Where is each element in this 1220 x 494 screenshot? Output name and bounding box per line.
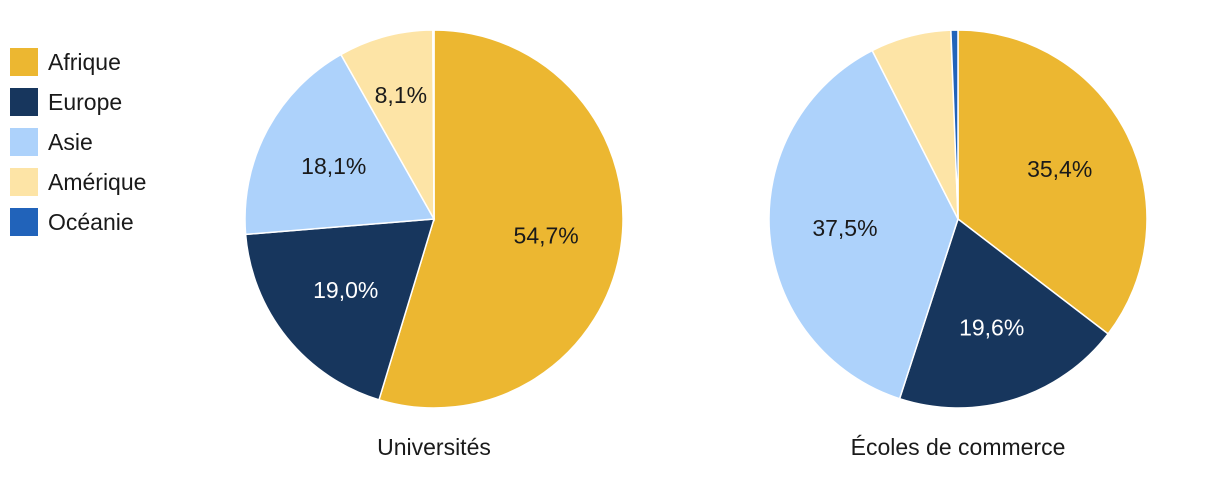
pie-0-slice-oceanie <box>432 29 435 220</box>
pie-1-label-europe: 19,6% <box>959 314 1024 340</box>
pie-0-slice-asie <box>244 53 436 236</box>
pie-0-label-asie: 18,1% <box>301 153 366 179</box>
legend-swatch-europe <box>10 88 38 116</box>
legend-label-europe: Europe <box>48 88 123 115</box>
legend-swatch-afrique <box>10 48 38 76</box>
pie-0-label-afrique: 54,7% <box>514 223 579 249</box>
pie-ecoles-de-commerce-title: Écoles de commerce <box>851 434 1066 460</box>
legend-swatch-asie <box>10 128 38 156</box>
legend-label-oceanie: Océanie <box>48 208 134 235</box>
legend-label-amerique: Amérique <box>48 168 147 195</box>
pie-1-slice-oceanie <box>950 29 959 220</box>
legend-item-oceanie: Océanie <box>10 202 146 242</box>
pie-0-slice-afrique <box>378 29 624 409</box>
legend-label-asie: Asie <box>48 128 93 155</box>
legend-label-afrique: Afrique <box>48 48 121 75</box>
legend: Afrique Europe Asie Amérique Océanie <box>10 42 146 242</box>
pie-0-label-europe: 19,0% <box>313 277 378 303</box>
pie-1-label-asie: 37,5% <box>812 215 877 241</box>
legend-item-asie: Asie <box>10 122 146 162</box>
pie-1-slice-asie <box>768 49 959 400</box>
pie-universites-title: Universités <box>377 434 491 460</box>
pie-1-slice-afrique <box>957 29 1148 335</box>
pie-universites: 54,7% 19,0% 18,1% 8,1% <box>244 29 624 409</box>
legend-item-afrique: Afrique <box>10 42 146 82</box>
pie-ecoles-de-commerce: 35,4% 19,6% 37,5% <box>768 29 1148 409</box>
legend-swatch-oceanie <box>10 208 38 236</box>
legend-item-amerique: Amérique <box>10 162 146 202</box>
pie-1-label-afrique: 35,4% <box>1027 156 1092 182</box>
legend-swatch-amerique <box>10 168 38 196</box>
pie-0-slice-europe <box>244 218 436 401</box>
legend-item-europe: Europe <box>10 82 146 122</box>
pie-1-slice-europe <box>898 217 1110 409</box>
pie-0-label-amerique: 8,1% <box>375 82 427 108</box>
pie-0-slice-amerique <box>339 29 435 222</box>
